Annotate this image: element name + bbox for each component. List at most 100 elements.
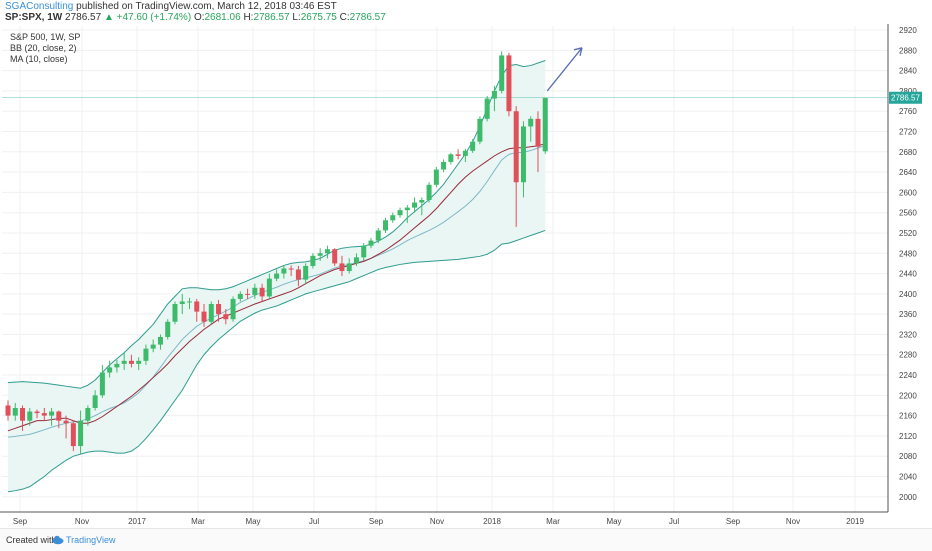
candle-body: [375, 230, 381, 241]
ohlc-info: SP:SPX, 1W 2786.57 ▲ +47.60 (+1.74%) O:2…: [5, 12, 386, 23]
y-tick-label: 2160: [899, 412, 917, 421]
y-tick-label: 2640: [899, 168, 917, 177]
low-label: L:: [292, 12, 301, 23]
candle-body: [303, 265, 309, 280]
projection-arrow-line: [546, 47, 583, 92]
legend-moving-average[interactable]: MA (10, close): [10, 54, 68, 64]
created-with-text: Created with: [6, 535, 57, 545]
candle-body: [99, 372, 105, 396]
candle-body: [107, 367, 113, 373]
candle-body: [317, 253, 323, 256]
candle-body: [70, 423, 76, 447]
y-tick-label: 2560: [899, 209, 917, 218]
candle-body: [12, 408, 18, 416]
candle-body: [63, 420, 69, 424]
candle-body: [245, 293, 251, 295]
projection-arrow-head-icon: [573, 47, 583, 56]
publish-info: SGAConsulting published on TradingView.c…: [5, 1, 337, 12]
tradingview-brand[interactable]: TradingView: [66, 535, 116, 545]
candle-body: [462, 150, 468, 156]
close-value: 2786.57: [349, 12, 386, 23]
candle-body: [85, 408, 91, 421]
change-up-icon: ▲: [103, 12, 114, 23]
candle-body: [404, 207, 410, 211]
moving-average-line: [7, 143, 546, 432]
y-tick-label: 2120: [899, 432, 917, 441]
candle-body: [346, 263, 352, 272]
candle-body: [223, 314, 229, 320]
candle-body: [397, 210, 403, 216]
candle-body: [383, 220, 389, 231]
x-tick-label: May: [606, 517, 621, 526]
candle-body: [41, 413, 47, 416]
candle-body: [150, 344, 156, 349]
x-tick-label: Sep: [726, 517, 741, 526]
candle-body: [179, 301, 185, 305]
candle-body: [92, 395, 98, 409]
candle-body: [332, 249, 338, 264]
candle-body: [128, 360, 134, 364]
candle-body: [266, 278, 272, 297]
candle-body: [491, 90, 497, 99]
footer-bar: Created with TradingView: [0, 528, 932, 551]
close-label: C:: [339, 12, 350, 23]
candle-body: [542, 97, 548, 152]
publish-text: published on TradingView.com, March 12, …: [76, 1, 337, 12]
author-link[interactable]: SGAConsulting: [5, 1, 74, 12]
y-tick-label: 2800: [899, 87, 917, 96]
candle-body: [281, 268, 287, 274]
candle-body: [121, 360, 127, 364]
price-chart[interactable]: Sep Nov 2017 Mar May Jul Sep Nov 2018 Mar May Jul Se…: [0, 24, 932, 528]
candle-body: [353, 257, 359, 264]
bollinger-middle-line: [7, 144, 546, 438]
x-tick-label: Jul: [669, 517, 679, 526]
candle-body: [324, 249, 330, 254]
x-tick-label: Nov: [75, 517, 89, 526]
bollinger-upper-line: [7, 60, 546, 389]
x-tick-label: Jul: [309, 517, 319, 526]
candle-body: [455, 154, 461, 156]
candle-body: [448, 154, 454, 162]
candle-body: [528, 118, 534, 127]
legend-series[interactable]: S&P 500, 1W, SP: [10, 32, 81, 42]
candle-body: [194, 301, 200, 312]
candle-body: [157, 336, 163, 345]
x-tick-label: 2018: [483, 517, 501, 526]
candle-body: [535, 118, 541, 147]
candle-body: [237, 293, 243, 299]
last-price: 2786.57: [65, 12, 102, 23]
current-price-label-bg: [889, 91, 922, 104]
current-price-label: 2786.57: [891, 94, 920, 103]
legend-bollinger[interactable]: BB (20, close, 2): [10, 43, 77, 53]
candle-body: [361, 245, 367, 258]
candle-body: [499, 55, 505, 91]
high-value: 2786.57: [253, 12, 290, 23]
x-tick-label: Nov: [786, 517, 800, 526]
y-tick-label: 2920: [899, 26, 917, 35]
y-tick-label: 2040: [899, 472, 917, 481]
open-value: 2681.06: [204, 12, 241, 23]
x-tick-label: Sep: [13, 517, 28, 526]
y-tick-label: 2080: [899, 452, 917, 461]
candle-body: [274, 273, 280, 279]
candle-body: [252, 287, 258, 295]
candle-body: [27, 411, 33, 421]
candle-body: [520, 126, 526, 183]
candle-body: [513, 111, 519, 183]
candle-body: [295, 269, 301, 280]
x-tick-label: 2019: [846, 517, 864, 526]
x-tick-label: Sep: [369, 517, 384, 526]
y-tick-label: 2440: [899, 270, 917, 279]
candle-body: [288, 268, 294, 270]
y-tick-label: 2720: [899, 128, 917, 137]
candle-body: [484, 98, 490, 119]
y-tick-label: 2200: [899, 391, 917, 400]
candle-body: [477, 118, 483, 142]
candle-body: [5, 405, 11, 416]
candle-body: [208, 304, 214, 322]
candle-body: [34, 411, 40, 414]
y-tick-label: 2000: [899, 493, 917, 502]
candle-body: [441, 161, 447, 170]
candle-body: [412, 202, 418, 208]
candle-body: [165, 321, 171, 337]
